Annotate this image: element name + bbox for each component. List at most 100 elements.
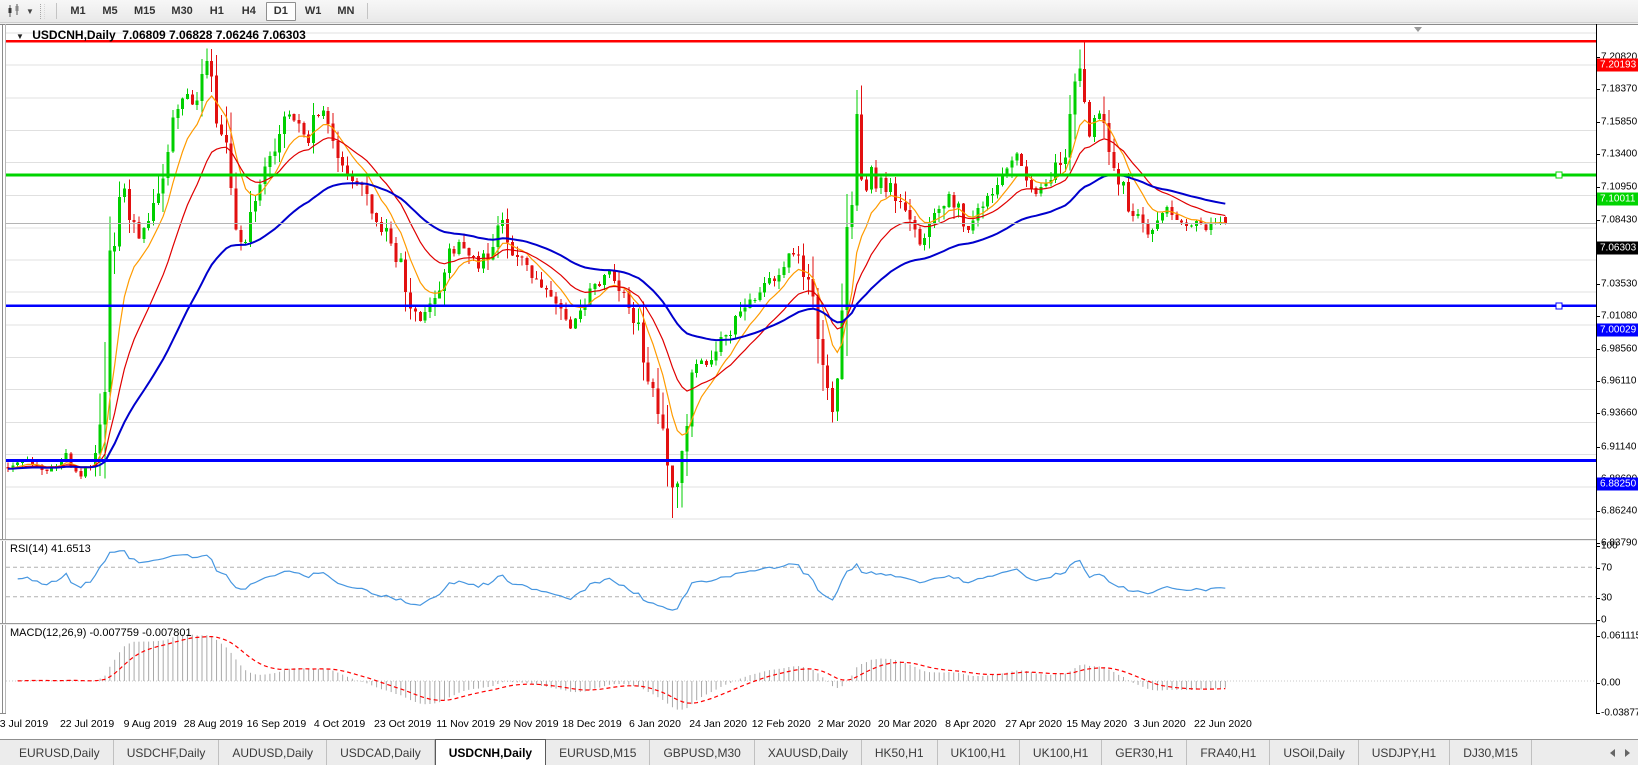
date-tick-label: 2 Mar 2020 <box>817 718 871 730</box>
pane-separator[interactable] <box>0 623 1638 625</box>
date-tick-label: 28 Aug 2019 <box>183 718 243 730</box>
chart-tab-dj30-m15[interactable]: DJ30,M15 <box>1450 740 1532 765</box>
timeframe-button-MN[interactable]: MN <box>337 5 355 17</box>
timeframe-button-M15[interactable]: M15 <box>134 5 156 17</box>
timeframe-button-W1[interactable]: W1 <box>304 5 322 17</box>
macd-tick-label: 0.00 <box>1601 677 1621 689</box>
price-tick-label: 7.08430 <box>1601 214 1638 226</box>
axis-tick-dash <box>1596 413 1600 415</box>
level-handle[interactable] <box>1555 302 1563 310</box>
level-handle[interactable] <box>1555 171 1563 179</box>
chart-tab-gbpusd-m30[interactable]: GBPUSD,M30 <box>650 740 755 765</box>
toolbar-separator <box>56 3 57 19</box>
axis-tick-dash <box>1596 349 1600 351</box>
level-price-badge: 7.20193 <box>1597 58 1638 72</box>
window-left-border-inner <box>5 24 6 713</box>
date-tick-label: 15 May 2020 <box>1066 718 1128 730</box>
chart-tab-fra40-h1[interactable]: FRA40,H1 <box>1187 740 1271 765</box>
chart-tab-usdcad-daily[interactable]: USDCAD,Daily <box>327 740 435 765</box>
date-tick-label: 12 Feb 2020 <box>751 718 811 730</box>
axis-tick-dash <box>1596 635 1600 637</box>
axis-tick-dash <box>1596 57 1600 58</box>
window-left-border <box>2 24 3 713</box>
chart-tool-icon[interactable] <box>4 2 24 20</box>
current-price-badge: 7.06303 <box>1597 241 1638 255</box>
toolbar-grip[interactable] <box>40 3 45 19</box>
tab-scroll-left-icon[interactable] <box>1610 748 1615 757</box>
rsi-value: 41.6513 <box>50 543 91 555</box>
chart-tool-dropdown-caret-icon[interactable]: ▼ <box>26 6 34 16</box>
timeframe-button-D1[interactable]: D1 <box>265 1 296 21</box>
axis-tick-dash <box>1596 597 1600 599</box>
price-tick-label: 7.18370 <box>1601 83 1638 95</box>
tab-scroll-right-icon[interactable] <box>1625 748 1630 757</box>
chart-symbol-label: USDCNH,Daily <box>32 28 116 42</box>
chart-tab-ger30-h1[interactable]: GER30,H1 <box>1102 740 1188 765</box>
axis-tick-dash <box>1596 186 1600 188</box>
price-tick-label: 6.91140 <box>1601 441 1637 453</box>
date-tick-label: 23 Oct 2019 <box>373 718 432 730</box>
chart-tab-usdcnh-daily[interactable]: USDCNH,Daily <box>434 739 547 765</box>
timeframe-button-H1[interactable]: H1 <box>209 5 224 17</box>
axis-tick-dash <box>1596 316 1600 318</box>
axis-tick-dash <box>1596 283 1600 285</box>
pane-separator[interactable] <box>0 539 1638 541</box>
rsi-tick-label: 30 <box>1601 592 1613 604</box>
macd-chart <box>6 634 1596 710</box>
chart-tab-usdchf-daily[interactable]: USDCHF,Daily <box>114 740 220 765</box>
rsi-pane: RSI(14) 41.6513 <box>6 541 1596 623</box>
date-tick-label: 3 Jun 2020 <box>1133 718 1186 730</box>
axis-tick-dash <box>1596 546 1600 547</box>
chart-ohlc-values: 7.06809 7.06828 7.06246 7.06303 <box>122 28 306 42</box>
price-tick-label: 7.03530 <box>1601 278 1638 290</box>
macd-signal-line <box>17 635 1226 704</box>
price-axis-line <box>1596 24 1597 713</box>
chart-tab-uk100-h1[interactable]: UK100,H1 <box>1020 740 1103 765</box>
macd-pane: MACD(12,26,9) -0.007759 -0.007801 <box>6 625 1596 713</box>
timeframe-button-H4[interactable]: H4 <box>241 5 256 17</box>
rsi-tick-label: 0 <box>1601 614 1607 626</box>
date-tick-label: 6 Jan 2020 <box>629 718 681 730</box>
price-axis[interactable]: 7.20820 7.18370 7.15850 7.13400 7.10950 7.084… <box>1596 48 1638 737</box>
chart-tab-eurusd-m15[interactable]: EURUSD,M15 <box>546 740 651 765</box>
axis-tick-dash <box>1596 122 1600 124</box>
price-tick-label: 6.83790 <box>1601 537 1638 549</box>
chart-tab-xauusd-daily[interactable]: XAUUSD,Daily <box>755 740 862 765</box>
axis-tick-dash <box>1596 543 1600 544</box>
axis-tick-dash <box>1596 620 1600 621</box>
timeframe-button-M5[interactable]: M5 <box>102 5 118 17</box>
chart-tab-eurusd-daily[interactable]: EURUSD,Daily <box>6 740 114 765</box>
macd-label: MACD(12,26,9) -0.007759 -0.007801 <box>10 627 192 639</box>
axis-tick-dash <box>1596 89 1600 91</box>
axis-tick-dash <box>1596 683 1600 684</box>
chart-tab-audusd-daily[interactable]: AUDUSD,Daily <box>219 740 328 765</box>
time-axis[interactable]: 3 Jul 2019 22 Jul 2019 9 Aug 2019 28 Aug 20… <box>0 713 1596 739</box>
price-pane: ▼ USDCNH,Daily 7.06809 7.06828 7.06246 7… <box>6 25 1596 539</box>
price-tick-label: 7.13400 <box>1601 148 1638 160</box>
candlestick-chart <box>6 32 1596 520</box>
chart-tabs-bar: EURUSD,Daily USDCHF,Daily AUDUSD,Daily USDC… <box>0 739 1638 765</box>
level-price-badge: 7.00029 <box>1597 323 1638 337</box>
chart-tab-usdjpy-h1[interactable]: USDJPY,H1 <box>1359 740 1451 765</box>
rsi-chart <box>6 550 1596 611</box>
axis-tick-dash <box>1596 154 1600 156</box>
price-tick-label: 6.96110 <box>1601 375 1637 387</box>
window-top-border <box>0 24 1638 25</box>
chart-tab-uk100-h1[interactable]: UK100,H1 <box>938 740 1020 765</box>
chart-shift-marker[interactable] <box>1414 27 1422 32</box>
date-tick-label: 9 Aug 2019 <box>123 718 177 730</box>
date-tick-label: 4 Oct 2019 <box>313 718 366 730</box>
chart-window: ▼ USDCNH,Daily 7.06809 7.06828 7.06246 7… <box>0 24 1638 739</box>
toolbar-separator <box>367 3 369 19</box>
macd-values: -0.007759 -0.007801 <box>89 627 192 639</box>
level-price-badge: 6.88250 <box>1597 477 1638 491</box>
timeframe-button-M1[interactable]: M1 <box>70 5 86 17</box>
price-tick-label: 7.10950 <box>1601 181 1638 193</box>
axis-tick-dash <box>1596 510 1600 512</box>
macd-histogram <box>12 634 1226 710</box>
chart-tab-usoil-daily[interactable]: USOil,Daily <box>1270 740 1359 765</box>
axis-tick-dash <box>1596 446 1600 448</box>
collapse-caret-icon[interactable]: ▼ <box>16 32 24 41</box>
timeframe-button-M30[interactable]: M30 <box>171 5 193 17</box>
chart-tab-hk50-h1[interactable]: HK50,H1 <box>862 740 938 765</box>
